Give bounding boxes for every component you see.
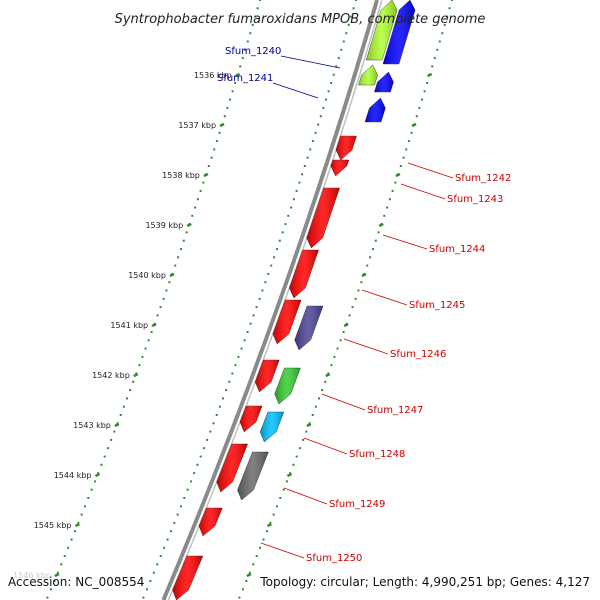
- gene-feature[interactable]: [382, 0, 416, 65]
- gene-label-group: Sfum_1248: [303, 437, 405, 460]
- gene-label[interactable]: Sfum_1240: [225, 46, 281, 57]
- gene-label-group: Sfum_1242: [407, 162, 511, 184]
- gene-feature[interactable]: [198, 507, 223, 537]
- gene-label[interactable]: Sfum_1243: [447, 194, 503, 205]
- gene-feature[interactable]: [306, 187, 340, 249]
- left-tick-row: 1536 kbp 1537 kbp 1538 kbp 1539 kbp 1540 kbp…: [13, 0, 261, 599]
- gene-label-group: Sfum_1250: [260, 542, 362, 564]
- gene-label-group: Sfum_1243: [400, 183, 503, 205]
- tick-label: 1539 kbp: [145, 221, 183, 230]
- gene-feature[interactable]: [358, 64, 378, 86]
- gene-label-group: Sfum_1241: [217, 73, 319, 99]
- gene-feature[interactable]: [294, 305, 324, 351]
- gene-label-group: Sfum_1246: [343, 338, 446, 360]
- tick-label: 1537 kbp: [178, 121, 216, 130]
- tick-label: 1536 kbp: [194, 71, 232, 80]
- tick-label: 1544 kbp: [54, 471, 92, 480]
- tick-label: 1538 kbp: [162, 171, 200, 180]
- gene-feature[interactable]: [289, 249, 319, 299]
- gene-label-group: Sfum_1244: [382, 234, 485, 255]
- tick-rows: 1536 kbp 1537 kbp 1538 kbp 1539 kbp 1540 kbp…: [13, 0, 453, 599]
- gene-feature[interactable]: [216, 443, 248, 493]
- gene-label-group: Sfum_1247: [321, 393, 423, 416]
- gene-feature[interactable]: [272, 299, 302, 345]
- gene-label[interactable]: Sfum_1246: [390, 349, 446, 360]
- gene-feature[interactable]: [365, 0, 398, 61]
- gene-feature[interactable]: [364, 97, 386, 123]
- gene-label-group: Sfum_1245: [361, 289, 465, 311]
- right-tick-row: [238, 0, 453, 599]
- tick-label: 1541 kbp: [110, 321, 148, 330]
- gene-layer: [172, 0, 416, 600]
- tick-label: 1543 kbp: [73, 421, 111, 430]
- gene-label[interactable]: Sfum_1244: [429, 244, 485, 255]
- accession-text: Accession: NC_008554: [8, 575, 144, 589]
- tick-label: 1542 kbp: [92, 371, 130, 380]
- gene-label[interactable]: Sfum_1248: [349, 449, 405, 460]
- map-title: Syntrophobacter fumaroxidans MPOB, compl…: [115, 12, 486, 27]
- gene-label[interactable]: Sfum_1245: [409, 300, 465, 311]
- gene-label[interactable]: Sfum_1241: [217, 73, 273, 84]
- gene-feature[interactable]: [239, 405, 263, 433]
- tick-label: 1545 kbp: [34, 521, 72, 530]
- tick-label: 1540 kbp: [128, 271, 166, 280]
- topology-summary: Topology: circular; Length: 4,990,251 bp…: [259, 575, 590, 589]
- gene-feature[interactable]: [259, 411, 285, 443]
- tick-label: 1546 kbp: [13, 571, 51, 580]
- gene-feature[interactable]: [374, 71, 394, 93]
- gene-label[interactable]: Sfum_1247: [367, 405, 423, 416]
- gene-feature[interactable]: [274, 367, 301, 405]
- gene-feature[interactable]: [330, 159, 350, 177]
- gene-label-group: Sfum_1240: [225, 46, 341, 69]
- gene-label[interactable]: Sfum_1249: [329, 499, 385, 510]
- gene-feature[interactable]: [335, 135, 357, 161]
- gene-label-group: Sfum_1249: [283, 487, 385, 510]
- label-layer: Sfum_1240 Sfum_1241 Sfum_1242 Sfum_1243 Sfum…: [217, 46, 511, 564]
- backbone: [161, 0, 383, 600]
- gene-label[interactable]: Sfum_1242: [455, 173, 511, 184]
- gene-feature[interactable]: [254, 359, 280, 393]
- gene-feature[interactable]: [237, 451, 269, 501]
- inner-dotted-row: [142, 0, 357, 599]
- gene-feature[interactable]: [172, 555, 204, 600]
- gene-label[interactable]: Sfum_1250: [306, 553, 362, 564]
